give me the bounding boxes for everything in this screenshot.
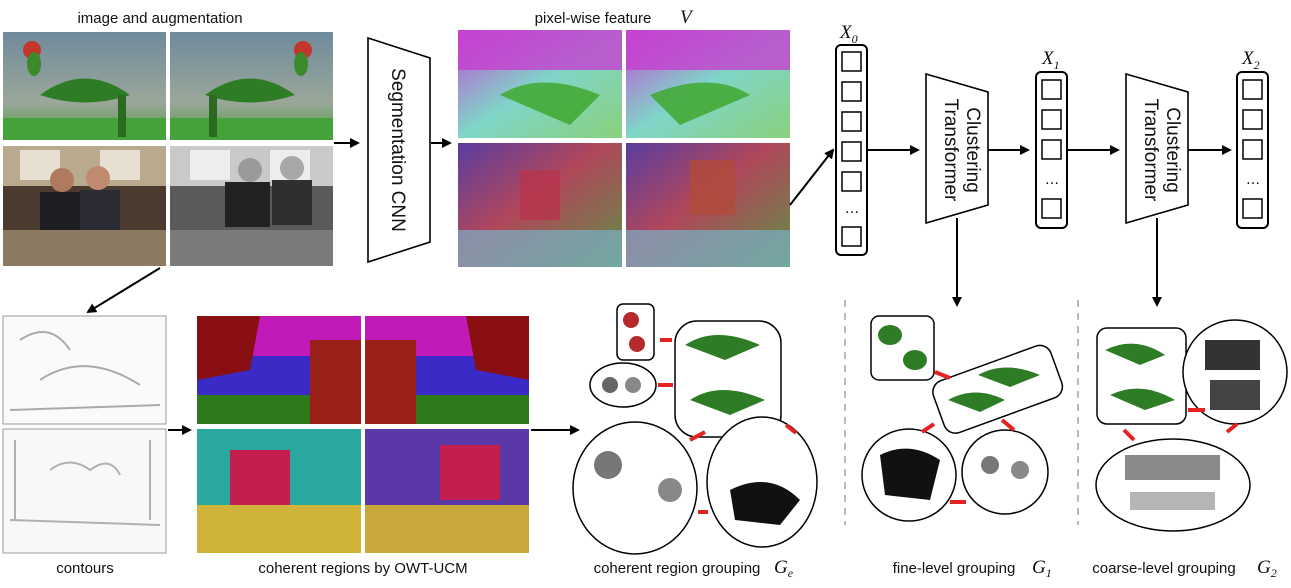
arrow-images-to-contours xyxy=(86,267,161,314)
label-coherent-regions: coherent regions by OWT-UCM xyxy=(258,560,467,577)
people-image-grayscale xyxy=(170,146,333,266)
x1-dots: … xyxy=(1045,172,1059,188)
coherent-region-grouping xyxy=(572,303,818,555)
label-coherent-grouping: coherent region grouping Ge xyxy=(594,557,794,580)
token-x1: X1 … xyxy=(1035,48,1068,229)
arrow-feature-to-x0 xyxy=(789,148,835,206)
symbol-v: V xyxy=(680,7,694,28)
people-image-original xyxy=(3,146,166,266)
token-x0: X0 … xyxy=(835,22,868,256)
segmentation-cnn-label: Segmentation CNN xyxy=(387,68,408,232)
label-coarse-grouping: coarse-level grouping G2 xyxy=(1092,557,1276,580)
coherent-grouping-text: coherent region grouping xyxy=(594,560,761,577)
ct2-label: ClusteringTransformer xyxy=(1140,99,1183,202)
parrot-image-flipped xyxy=(170,32,333,140)
coarse-level-grouping xyxy=(1095,319,1288,532)
x0-dots: … xyxy=(845,201,859,217)
pixel-feature-label: pixel-wise feature V xyxy=(535,7,694,28)
symbol-g2: G2 xyxy=(1257,557,1277,580)
pixel-feature-maps xyxy=(458,30,790,267)
contour-maps xyxy=(2,315,167,554)
clustering-transformer-1: ClusteringTransformer xyxy=(925,72,989,225)
clustering-transformer-2: ClusteringTransformer xyxy=(1125,72,1189,225)
x0-symbol: X0 xyxy=(839,22,858,46)
parrot-image-original xyxy=(3,32,166,140)
ct1-label: ClusteringTransformer xyxy=(940,99,983,202)
label-image-augmentation: image and augmentation xyxy=(77,10,242,27)
pair-arrows-fine xyxy=(920,370,1016,504)
pair-arrows-coarse xyxy=(1122,408,1239,442)
token-x2: X2 … xyxy=(1236,48,1269,229)
label-pixel-feature: pixel-wise feature xyxy=(535,10,652,27)
x2-dots: … xyxy=(1246,172,1260,188)
segmentation-cnn-block: Segmentation CNN xyxy=(367,36,431,264)
input-images xyxy=(3,32,333,266)
symbol-ge: Ge xyxy=(774,557,794,580)
pair-arrows-coherent xyxy=(658,338,798,514)
coarse-grouping-text: coarse-level grouping xyxy=(1092,560,1235,577)
coherent-region-maps xyxy=(197,316,529,553)
fine-level-grouping xyxy=(861,315,1064,522)
x1-symbol: X1 xyxy=(1041,48,1060,72)
symbol-g1: G1 xyxy=(1032,557,1052,580)
label-fine-grouping: fine-level grouping G1 xyxy=(893,557,1052,580)
label-contours: contours xyxy=(56,560,114,577)
fine-grouping-text: fine-level grouping xyxy=(893,560,1016,577)
x2-symbol: X2 xyxy=(1241,48,1260,72)
